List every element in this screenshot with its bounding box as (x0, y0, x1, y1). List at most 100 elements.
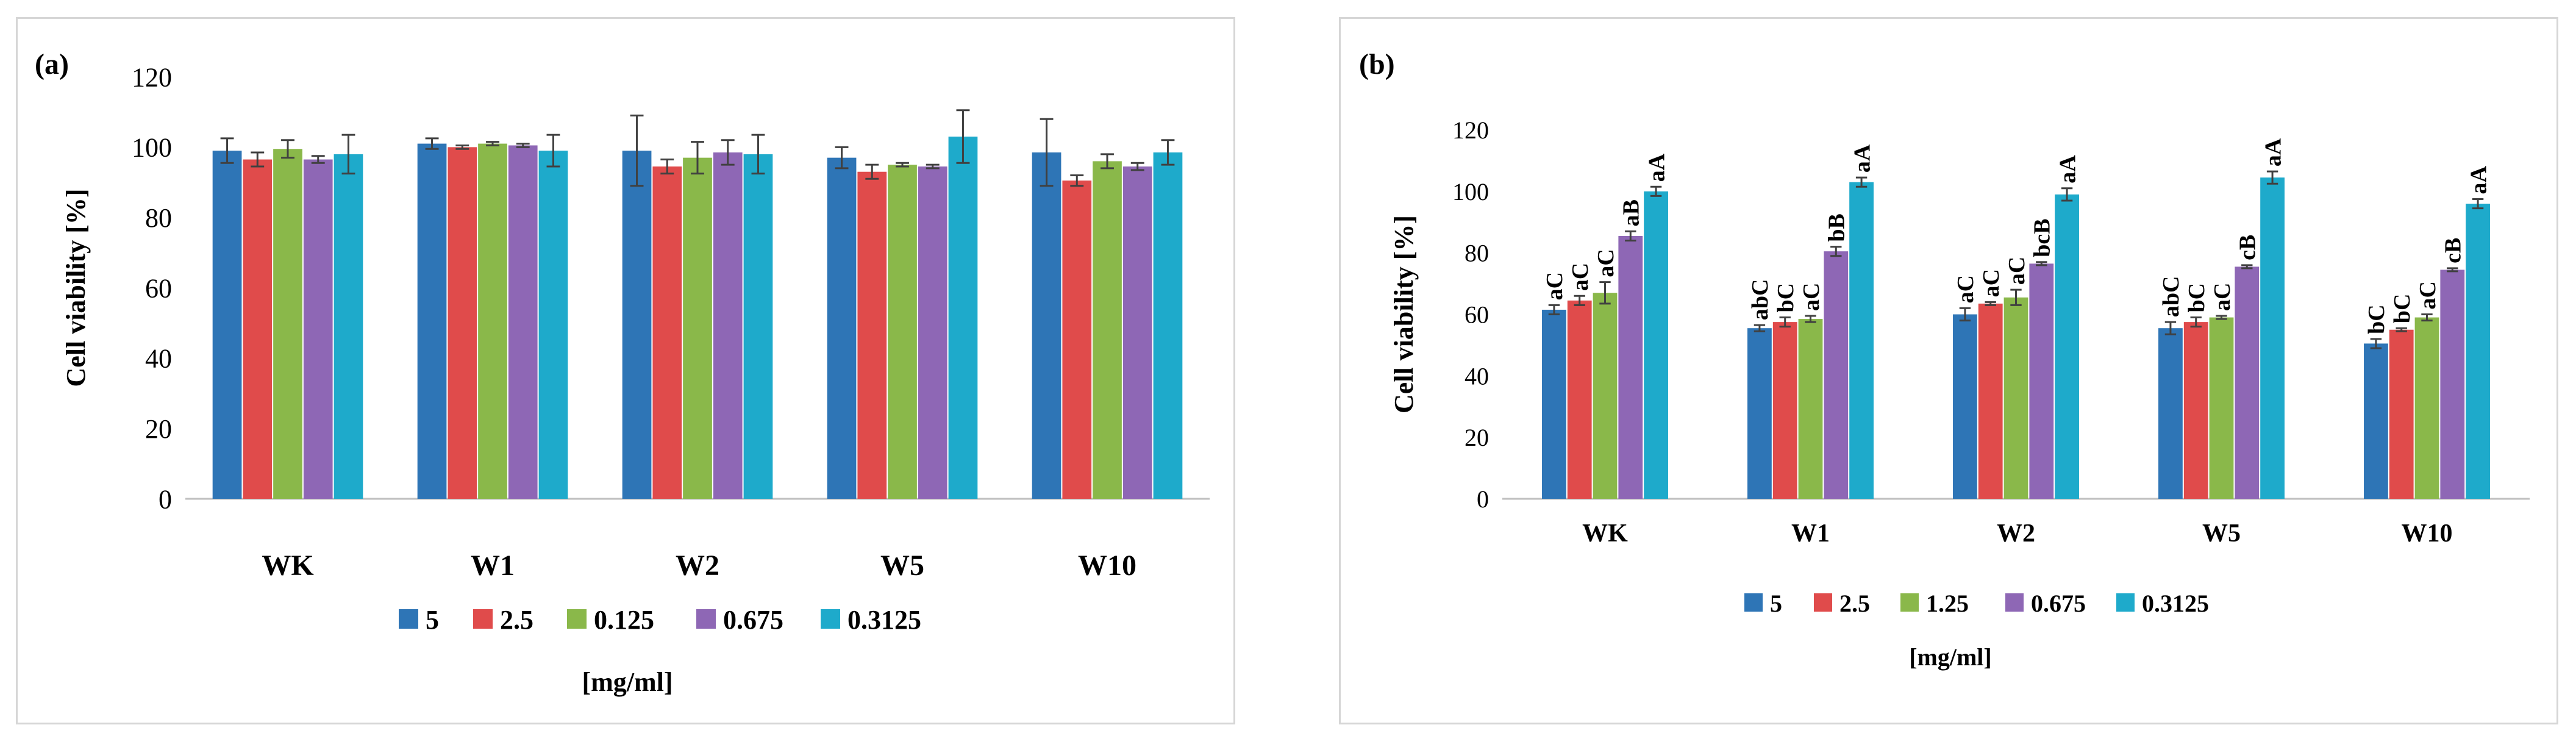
bar (713, 152, 743, 499)
x-category-label: W1 (1791, 520, 1830, 548)
bar (212, 151, 242, 499)
y-tick-label: 20 (145, 414, 172, 444)
x-category-label: W5 (2202, 520, 2241, 548)
bar (1953, 314, 1977, 499)
bar (743, 154, 773, 499)
y-tick-label: 100 (1452, 178, 1489, 206)
y-tick-label: 120 (132, 62, 172, 92)
legend-swatch (1900, 593, 1919, 612)
bar (827, 157, 857, 499)
bar (273, 149, 302, 499)
x-category-label: WK (1582, 520, 1628, 548)
bar (1618, 235, 1643, 499)
bar (2466, 204, 2490, 499)
legend-swatch (2116, 593, 2135, 612)
data-label: aB (1619, 199, 1644, 226)
legend-label: 0.3125 (847, 605, 921, 635)
bar (417, 143, 447, 499)
x-category-label: W5 (880, 549, 924, 582)
data-label: bB (1824, 213, 1850, 241)
bar (1062, 180, 1092, 499)
x-category-label: W2 (676, 549, 719, 582)
x-category-label: W10 (2402, 520, 2453, 548)
bar (303, 159, 333, 499)
data-label: aC (1542, 272, 1568, 300)
bar (1978, 303, 2003, 499)
bar (1747, 328, 1772, 499)
bar (888, 165, 917, 499)
data-label: aC (1593, 249, 1619, 277)
legend-swatch (1814, 593, 1832, 612)
chart-b-svg: (b) Cell viability [%] 0 20 40 60 80 100 120 aC ab… (1359, 48, 2530, 671)
data-label: aA (2260, 138, 2286, 166)
bar (2183, 322, 2208, 499)
data-label: aC (1799, 283, 1824, 311)
legend-label: 0.675 (723, 605, 783, 635)
bar (2029, 263, 2054, 499)
data-label: bC (2184, 283, 2210, 313)
y-tick-label: 40 (145, 344, 172, 374)
y-tick-label: 120 (1452, 116, 1489, 144)
bar (622, 151, 652, 499)
y-tick-label: 60 (145, 273, 172, 303)
legend-swatch (399, 609, 418, 629)
data-label: aA (2466, 165, 2491, 194)
bar (2235, 266, 2260, 499)
data-label: aA (2055, 155, 2080, 184)
legend-swatch (696, 609, 716, 629)
data-label: cB (2235, 235, 2261, 260)
bar (243, 159, 273, 499)
bar (1122, 166, 1152, 499)
legend-swatch (1744, 593, 1763, 612)
bar (1542, 309, 1566, 499)
data-label: bC (2389, 294, 2415, 324)
panel-label: (b) (1359, 48, 1395, 80)
data-label: abC (1747, 279, 1773, 321)
bar (1772, 322, 1797, 499)
bar (652, 166, 682, 499)
legend-swatch (473, 609, 493, 629)
y-tick-label: 100 (132, 133, 172, 163)
legend-label: 0.675 (2031, 590, 2086, 617)
bar (1824, 251, 1849, 499)
bar (1032, 152, 1061, 499)
bar (683, 157, 712, 499)
data-label: aC (2004, 257, 2030, 285)
legend-label: 2.5 (500, 605, 533, 635)
bar (478, 143, 507, 499)
chart-panel-a: (a) Cell viability [%] 0 20 40 60 80 100 120 WK W1… (16, 17, 1235, 724)
panel-label: (a) (35, 48, 69, 80)
legend-swatch (821, 609, 840, 629)
y-tick-label: 80 (145, 203, 172, 233)
bar (2440, 270, 2465, 499)
bar (2364, 343, 2388, 499)
bar (1093, 161, 1122, 499)
data-label: abC (2158, 276, 2184, 318)
y-tick-label: 80 (1465, 240, 1489, 267)
x-axis-unit-label: [mg/ml] (1909, 643, 1992, 671)
data-label: aC (1978, 269, 2004, 297)
y-tick-label: 0 (159, 484, 172, 514)
data-label: bC (1773, 283, 1799, 313)
bar (948, 137, 978, 499)
bar (2209, 317, 2234, 499)
y-tick-label: 20 (1465, 424, 1489, 451)
data-label: aC (1953, 275, 1978, 303)
chart-a-svg: (a) Cell viability [%] 0 20 40 60 80 100 120 WK W1… (35, 48, 1210, 697)
data-label: aA (1849, 144, 1875, 173)
legend-label: 2.5 (1839, 590, 1870, 617)
bar (1593, 293, 1618, 499)
bar (2055, 194, 2079, 499)
bar (448, 147, 477, 499)
x-axis-unit-label: [mg/ml] (582, 667, 673, 697)
y-tick-label: 60 (1465, 301, 1489, 329)
data-label: bC (2364, 304, 2389, 334)
bar (2414, 317, 2439, 499)
data-label: aA (1644, 153, 1669, 182)
bar (508, 145, 538, 499)
y-axis-title: Cell viability [%] (1389, 215, 1419, 413)
legend-label: 0.125 (594, 605, 654, 635)
bar (1567, 300, 1592, 499)
data-label: aC (2415, 281, 2441, 309)
bar (2260, 177, 2285, 499)
